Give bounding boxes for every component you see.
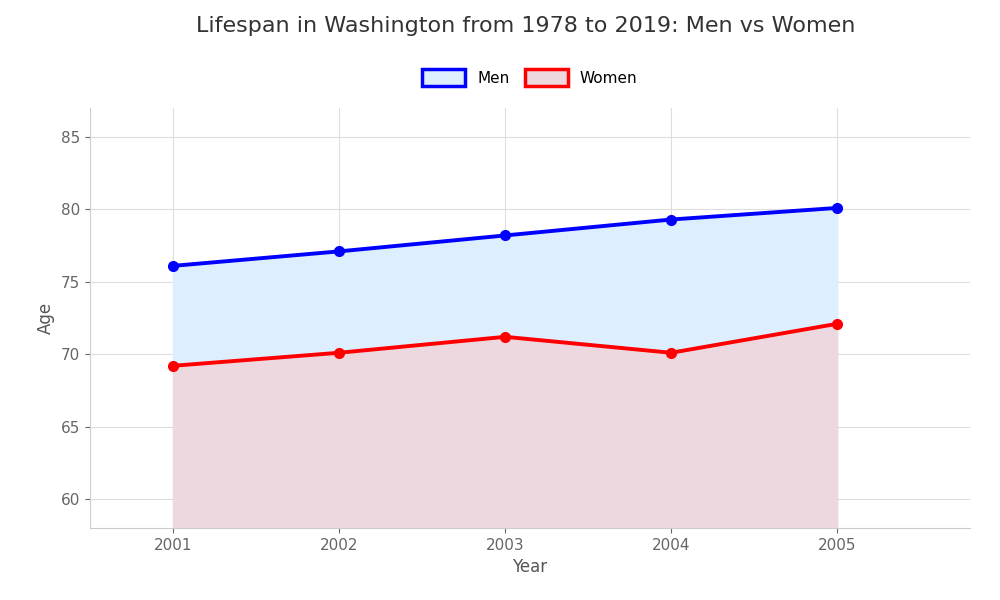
Y-axis label: Age: Age: [37, 302, 55, 334]
Women: [499, 333, 511, 340]
Women: [167, 362, 179, 370]
X-axis label: Year: Year: [512, 558, 548, 576]
Men: [831, 205, 843, 212]
Women: [831, 320, 843, 328]
Women: [333, 349, 345, 356]
Text: Lifespan in Washington from 1978 to 2019: Men vs Women: Lifespan in Washington from 1978 to 2019…: [196, 16, 855, 35]
Line: Women: Women: [168, 319, 842, 371]
Legend: Men, Women: Men, Women: [415, 61, 645, 94]
Women: [665, 349, 677, 356]
Line: Men: Men: [168, 203, 842, 271]
Men: [499, 232, 511, 239]
Men: [333, 248, 345, 255]
Men: [167, 262, 179, 269]
Men: [665, 216, 677, 223]
